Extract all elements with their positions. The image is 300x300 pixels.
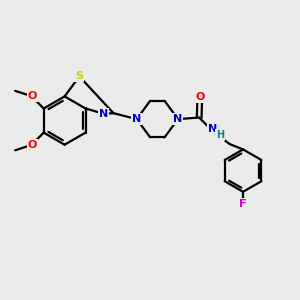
Text: O: O	[195, 92, 204, 102]
Text: H: H	[216, 130, 224, 140]
Text: N: N	[99, 109, 108, 119]
Text: N: N	[173, 114, 183, 124]
Text: S: S	[75, 71, 83, 81]
Text: F: F	[239, 199, 247, 208]
Text: O: O	[28, 91, 37, 101]
Text: O: O	[28, 140, 37, 150]
Text: N: N	[132, 114, 141, 124]
Text: N: N	[208, 124, 217, 134]
